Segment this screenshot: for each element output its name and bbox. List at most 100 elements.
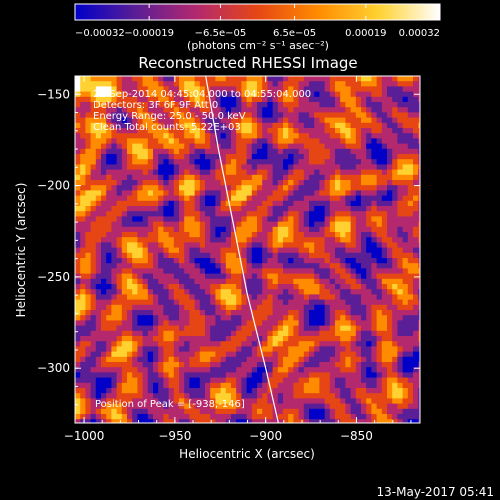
heatmap-cell [168,310,175,316]
heatmap-cell [267,112,273,118]
heatmap-cell [90,237,97,243]
heatmap-cell [95,330,102,337]
heatmap-cell [407,403,414,410]
heatmap-cell [168,414,175,420]
heatmap-cell [298,408,305,415]
heatmap-cell [184,315,190,321]
heatmap-cell [413,372,419,378]
heatmap-cell [366,382,372,389]
heatmap-cell [376,356,383,363]
heatmap-cell [106,154,112,160]
heatmap-cell [111,117,117,124]
heatmap-cell [345,284,351,290]
heatmap-cell [376,325,383,332]
heatmap-cell [106,237,112,243]
heatmap-cell [199,169,206,176]
heatmap-cell [106,91,112,98]
heatmap-cell [392,403,398,410]
heatmap-cell [397,143,403,150]
heatmap-cell [142,325,149,332]
heatmap-cell [251,325,258,332]
heatmap-cell [199,117,206,124]
heatmap-cell [101,377,107,384]
heatmap-cell [121,382,128,389]
heatmap-cell [127,232,133,238]
heatmap-cell [184,299,190,306]
heatmap-cell [329,96,336,103]
heatmap-cell [303,180,310,186]
heatmap-cell [267,190,273,196]
heatmap-cell [199,86,206,92]
heatmap-cell [153,102,159,108]
heatmap-cell [288,294,294,300]
heatmap-cell [147,190,154,196]
heatmap-cell [340,138,346,144]
heatmap-cell [283,336,289,342]
heatmap-cell [90,403,97,410]
heatmap-cell [142,330,149,337]
heatmap-cell [173,102,180,108]
heatmap-cell [303,211,310,217]
heatmap-cell [329,320,336,326]
heatmap-cell [335,133,341,139]
heatmap-cell [111,320,117,326]
heatmap-cell [350,159,357,165]
heatmap-cell [236,174,242,181]
heatmap-cell [303,382,310,389]
heatmap-cell [231,356,237,363]
heatmap-cell [350,148,357,155]
heatmap-cell [407,221,414,228]
heatmap-cell [397,362,403,368]
heatmap-cell [241,122,247,129]
heatmap-cell [153,263,159,269]
heatmap-cell [241,320,247,326]
heatmap-cell [397,117,403,124]
heatmap-cell [397,278,403,285]
heatmap-cell [413,138,419,144]
heatmap-cell [293,128,299,134]
heatmap-cell [189,367,195,373]
heatmap-cell [376,341,383,347]
heatmap-cell [402,341,409,347]
heatmap-cell [236,128,242,134]
heatmap-cell [355,403,362,410]
heatmap-cell [355,200,362,207]
heatmap-cell [163,206,169,212]
heatmap-cell [381,247,388,254]
heatmap-cell [158,117,164,124]
heatmap-cell [153,138,159,144]
heatmap-cell [324,237,331,243]
heatmap-cell [147,336,154,342]
heatmap-cell [116,154,123,160]
heatmap-cell [101,284,107,290]
heatmap-cell [418,372,420,378]
heatmap-cell [215,154,221,160]
heatmap-cell [366,86,372,92]
heatmap-cell [366,174,372,181]
heatmap-cell [251,346,258,352]
heatmap-cell [392,216,398,222]
heatmap-cell [189,258,195,264]
heatmap-cell [387,258,393,264]
heatmap-cell [116,362,123,368]
heatmap-cell [231,258,237,264]
heatmap-cell [158,252,164,259]
heatmap-cell [101,221,107,228]
heatmap-cell [303,216,310,222]
heatmap-cell [179,237,185,243]
heatmap-cell [371,388,377,394]
heatmap-cell [236,356,242,363]
heatmap-cell [127,185,133,191]
heatmap-cell [111,164,117,170]
heatmap-cell [194,278,201,285]
heatmap-cell [210,96,216,103]
heatmap-cell [205,388,211,394]
heatmap-cell [283,284,289,290]
heatmap-cell [231,122,237,129]
heatmap-cell [137,393,143,399]
heatmap-cell [309,325,315,332]
heatmap-cell [345,226,351,233]
heatmap-cell [241,247,247,254]
heatmap-cell [251,299,258,306]
heatmap-cell [194,107,201,113]
